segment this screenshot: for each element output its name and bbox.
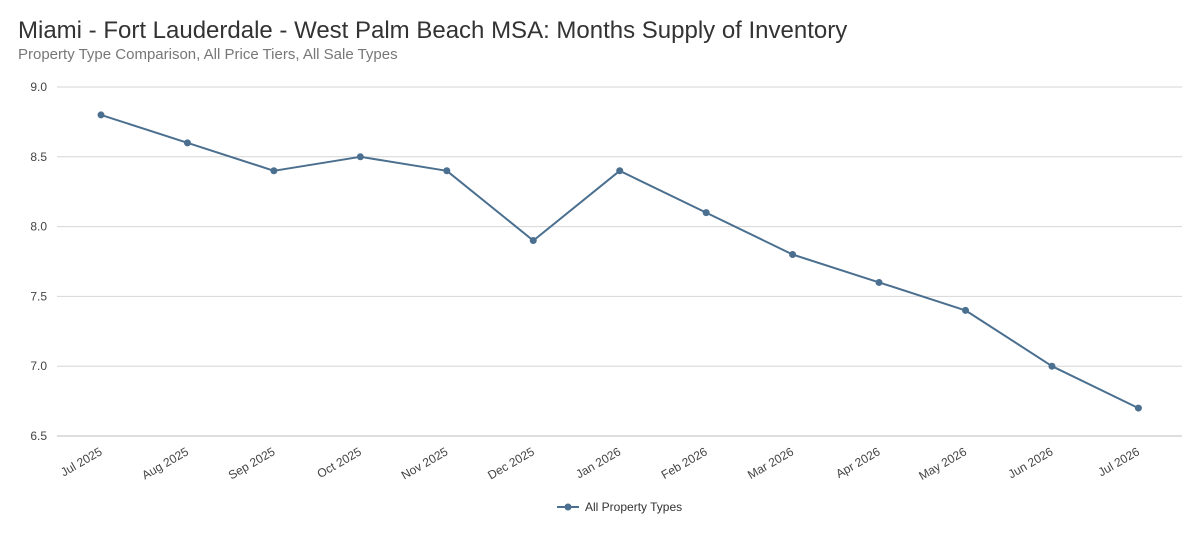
x-tick-label: Apr 2026 — [833, 444, 882, 481]
y-tick-label: 6.5 — [30, 429, 47, 443]
data-point — [1048, 362, 1056, 370]
legend-swatch-marker — [564, 503, 572, 511]
x-tick-label: Jul 2026 — [1096, 444, 1143, 479]
data-point — [183, 139, 191, 147]
series-layer — [97, 111, 1142, 412]
y-axis-ticks: 6.5 7.0 7.5 8.0 8.5 9.0 — [30, 80, 47, 443]
chart-title: Miami - Fort Lauderdale - West Palm Beac… — [18, 17, 848, 44]
x-tick-label: Jan 2026 — [573, 444, 623, 481]
data-point — [789, 251, 797, 259]
legend: All Property Types — [557, 500, 682, 514]
y-tick-label: 9.0 — [30, 80, 47, 94]
data-point — [875, 278, 883, 286]
data-point — [962, 306, 969, 314]
y-tick-label: 7.5 — [30, 289, 47, 303]
data-point — [1134, 404, 1142, 412]
data-point — [356, 153, 364, 161]
x-tick-label: Aug 2025 — [139, 444, 191, 482]
x-tick-label: Jul 2025 — [58, 444, 105, 479]
x-tick-label: May 2026 — [916, 444, 969, 483]
y-tick-label: 8.0 — [30, 220, 47, 234]
data-point — [702, 209, 710, 217]
x-tick-label: Nov 2025 — [399, 444, 451, 482]
y-tick-label: 7.0 — [30, 359, 47, 373]
data-point — [616, 167, 624, 175]
x-tick-label: Mar 2026 — [745, 444, 796, 482]
data-point — [97, 111, 105, 119]
x-axis-ticks: Jul 2025 Aug 2025 Sep 2025 Oct 2025 Nov 2025… — [58, 444, 1142, 483]
x-tick-label: Jun 2026 — [1006, 444, 1056, 481]
legend-label: All Property Types — [585, 500, 682, 514]
data-point — [529, 237, 537, 245]
x-tick-label: Feb 2026 — [659, 444, 710, 482]
grid-lines — [57, 86, 1182, 437]
series-line — [100, 113, 1139, 409]
data-point — [443, 167, 451, 175]
chart-subtitle: Property Type Comparison, All Price Tier… — [18, 46, 398, 63]
x-tick-label: Sep 2025 — [226, 444, 278, 482]
y-tick-label: 8.5 — [30, 150, 47, 164]
data-point — [270, 167, 278, 175]
x-tick-label: Oct 2025 — [315, 444, 364, 481]
x-tick-label: Dec 2025 — [485, 444, 537, 482]
